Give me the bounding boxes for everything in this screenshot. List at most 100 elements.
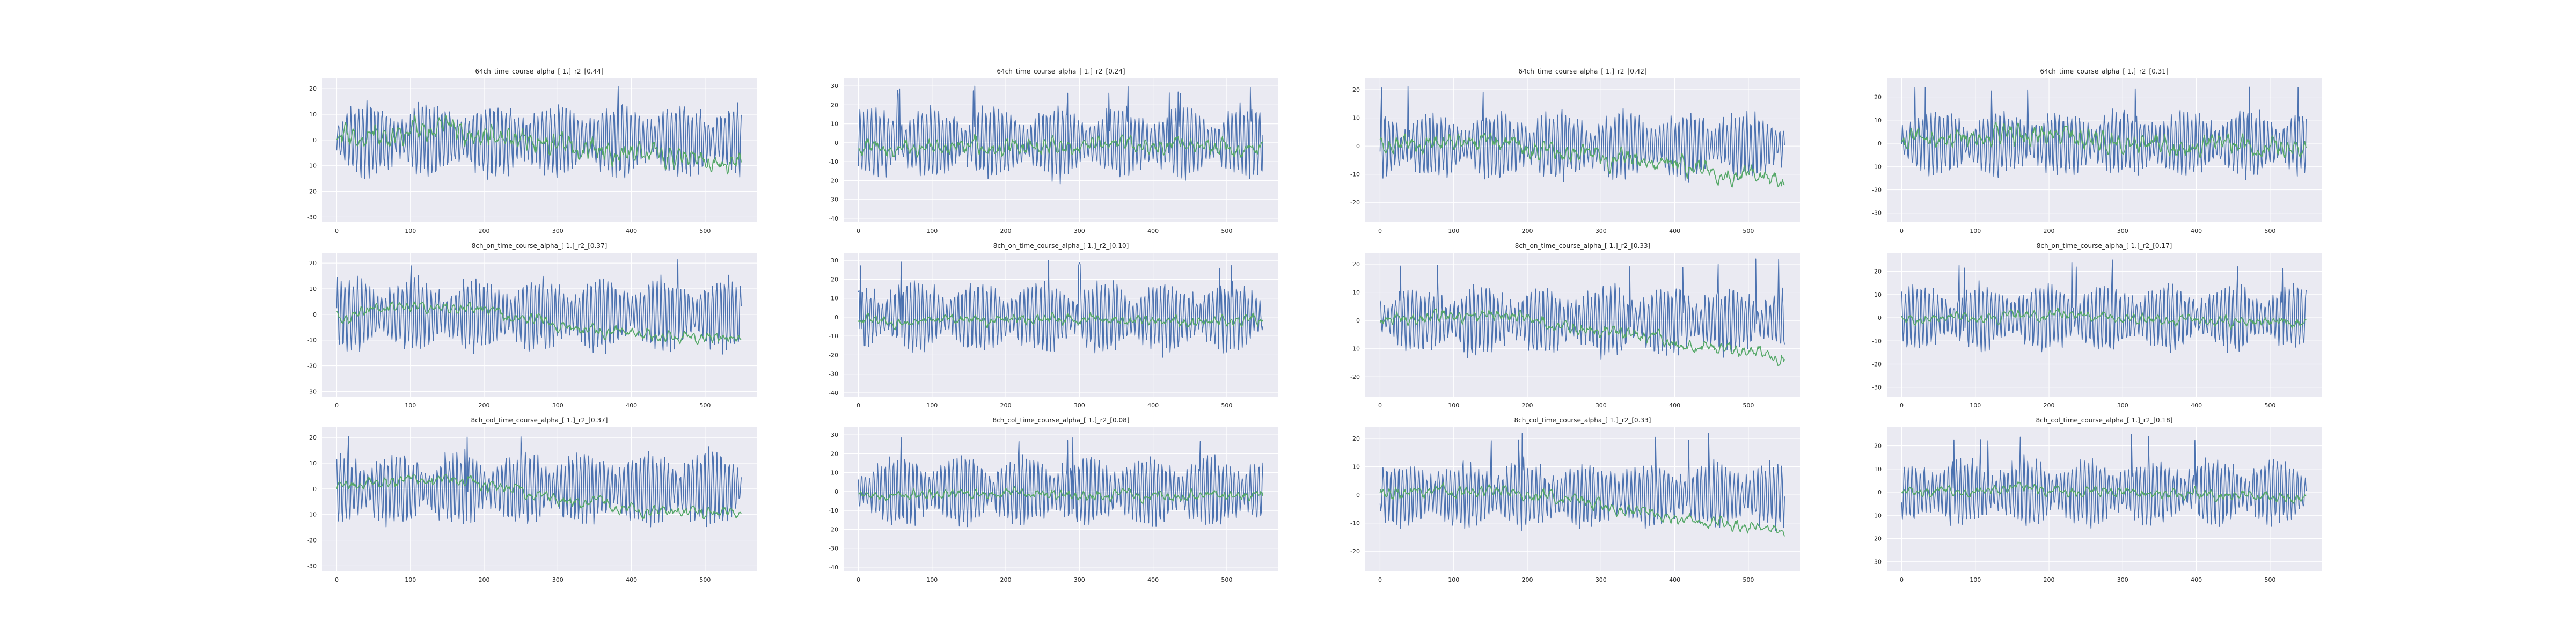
- x-tick-label: 100: [926, 228, 938, 235]
- x-tick-label: 500: [1221, 228, 1232, 235]
- y-tick-label: 20: [831, 101, 838, 108]
- x-tick-label: 500: [2264, 402, 2275, 409]
- x-tick-label: 100: [1970, 228, 1981, 235]
- y-tick-label: -30: [1872, 384, 1882, 391]
- x-tick-label: 0: [335, 402, 339, 409]
- subplot-5: 0 100 200 300 400 500 -30 -20 -10 0 10 20 8ch_on_tim…: [307, 242, 757, 409]
- series-line-2: [336, 474, 742, 519]
- y-tick-label: 10: [1874, 291, 1882, 298]
- x-tick-label: 100: [1448, 402, 1459, 409]
- x-tick-label: 100: [926, 402, 938, 409]
- y-tick-label: -10: [1872, 163, 1882, 170]
- y-tick-label: 20: [1874, 94, 1882, 101]
- y-tick-label: 20: [1874, 268, 1882, 275]
- x-tick-label: 300: [2117, 228, 2128, 235]
- x-tick-label: 400: [1147, 228, 1159, 235]
- y-tick-label: 10: [831, 121, 838, 128]
- y-tick-label: 0: [1356, 143, 1360, 150]
- x-tick-label: 400: [1147, 402, 1159, 409]
- subplot-11: 0 100 200 300 400 500 -20 -10 0 10 20 8ch_col_time_…: [1350, 416, 1800, 583]
- y-tick-label: 10: [1352, 115, 1360, 122]
- x-tick-label: 100: [1448, 228, 1459, 235]
- y-tick-label: 20: [309, 434, 317, 441]
- x-tick-label: 400: [1669, 228, 1680, 235]
- series-line-2: [1379, 308, 1785, 366]
- y-tick-label: 0: [313, 486, 317, 493]
- axes-background: [1887, 253, 2322, 397]
- y-tick-label: -10: [307, 511, 317, 518]
- y-tick-label: 20: [309, 260, 317, 267]
- y-tick-label: -20: [1350, 374, 1360, 380]
- x-tick-label: 0: [1378, 576, 1382, 583]
- x-tick-label: 0: [335, 228, 339, 235]
- y-tick-label: 0: [313, 137, 317, 144]
- x-tick-label: 500: [699, 228, 711, 235]
- y-tick-label: -10: [307, 163, 317, 170]
- x-tick-label: 0: [335, 576, 339, 583]
- y-tick-label: -10: [829, 158, 838, 165]
- y-tick-label: 10: [309, 111, 317, 118]
- y-tick-label: -30: [307, 214, 317, 221]
- x-tick-label: 400: [1669, 402, 1680, 409]
- x-tick-label: 100: [405, 576, 416, 583]
- y-tick-label: 0: [835, 488, 838, 495]
- y-tick-label: 10: [1352, 289, 1360, 296]
- x-tick-label: 400: [626, 402, 637, 409]
- y-tick-label: -30: [1872, 210, 1882, 217]
- y-tick-label: -30: [307, 388, 317, 395]
- series-line-2: [858, 133, 1263, 158]
- series-line-1: [858, 85, 1263, 185]
- y-tick-label: -10: [307, 337, 317, 344]
- y-tick-label: 20: [1874, 443, 1882, 450]
- subplot-title: 8ch_on_time_course_alpha_[ 1.]_r2_[0.33]: [1515, 242, 1651, 250]
- x-tick-label: 500: [1221, 402, 1232, 409]
- y-tick-label: 10: [1874, 466, 1882, 473]
- y-tick-label: 20: [1352, 435, 1360, 442]
- x-tick-label: 0: [1378, 228, 1382, 235]
- subplot-title: 8ch_col_time_course_alpha_[ 1.]_r2_[0.18…: [2036, 416, 2173, 424]
- series-line-1: [1379, 258, 1785, 360]
- subplot-4: 0 100 200 300 400 500 -30 -20 -10 0 10 20 64ch_time_…: [1872, 68, 2322, 235]
- x-tick-label: 200: [2044, 576, 2055, 583]
- x-tick-label: 400: [1669, 576, 1680, 583]
- x-tick-label: 0: [1378, 402, 1382, 409]
- x-tick-label: 300: [1074, 402, 1085, 409]
- y-tick-label: -40: [829, 390, 838, 397]
- y-tick-label: 10: [831, 295, 838, 302]
- axes-background: [322, 253, 757, 397]
- x-tick-label: 500: [699, 576, 711, 583]
- y-tick-label: -10: [829, 507, 838, 514]
- x-tick-label: 200: [479, 576, 490, 583]
- y-tick-label: 0: [313, 311, 317, 318]
- x-tick-label: 500: [2264, 576, 2275, 583]
- series-line-2: [336, 114, 742, 175]
- series-line-1: [858, 260, 1263, 358]
- series-line-1: [1379, 433, 1785, 531]
- subplot-title: 64ch_time_course_alpha_[ 1.]_r2_[0.24]: [997, 68, 1125, 75]
- y-tick-label: 30: [831, 431, 838, 438]
- x-tick-label: 500: [1743, 228, 1754, 235]
- subplot-2: 0 100 200 300 400 500 -40 -30 -20 -10 0 10 20 30 64ch_…: [829, 68, 1278, 235]
- y-tick-label: -30: [1872, 559, 1882, 566]
- x-tick-label: 0: [857, 228, 860, 235]
- series-line-2: [336, 301, 742, 345]
- x-tick-label: 400: [2191, 228, 2202, 235]
- x-tick-label: 100: [405, 228, 416, 235]
- subplot-title: 8ch_on_time_course_alpha_[ 1.]_r2_[0.10]: [993, 242, 1129, 250]
- subplot-title: 8ch_col_time_course_alpha_[ 1.]_r2_[0.33…: [1514, 416, 1651, 424]
- y-tick-label: 0: [835, 314, 838, 321]
- x-tick-label: 200: [2044, 228, 2055, 235]
- y-tick-label: 10: [309, 286, 317, 292]
- x-tick-label: 200: [1000, 402, 1012, 409]
- x-tick-label: 500: [1743, 576, 1754, 583]
- x-tick-label: 300: [1596, 402, 1607, 409]
- subplot-3: 0 100 200 300 400 500 -20 -10 0 10 20 64ch_time_cou…: [1350, 68, 1800, 235]
- series-line-1: [1901, 86, 2307, 180]
- x-tick-label: 500: [1221, 576, 1232, 583]
- x-tick-label: 0: [1900, 576, 1904, 583]
- x-tick-label: 400: [626, 228, 637, 235]
- x-tick-label: 300: [1074, 576, 1085, 583]
- subplot-12: 0 100 200 300 400 500 -30 -20 -10 0 10 20 8ch_col_ti…: [1872, 416, 2322, 583]
- series-line-2: [858, 486, 1264, 504]
- y-tick-label: -40: [829, 215, 838, 222]
